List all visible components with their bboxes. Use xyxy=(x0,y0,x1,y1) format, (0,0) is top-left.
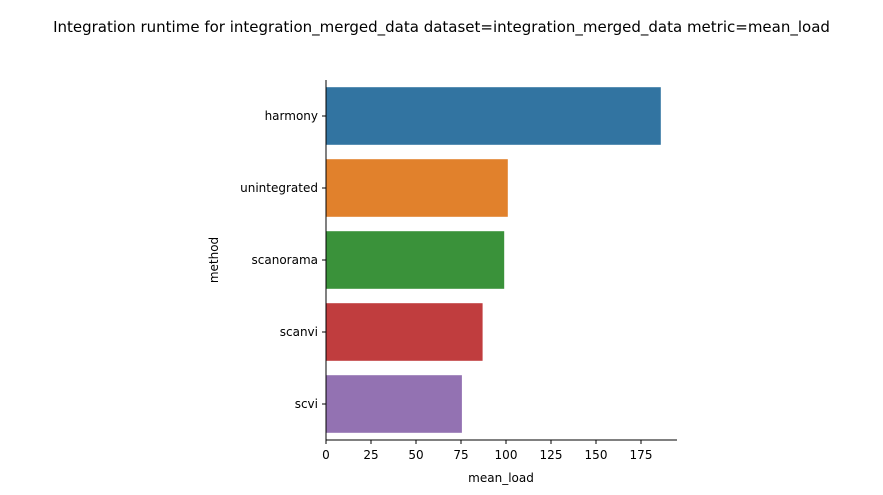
x-tick-label: 0 xyxy=(322,448,330,462)
y-axis-title: method xyxy=(207,237,221,283)
bar-harmony xyxy=(326,87,661,145)
x-tick-labels: 0 25 50 75 100 125 150 175 xyxy=(322,440,652,462)
y-tick-label: scanorama xyxy=(252,253,318,267)
x-tick-label: 150 xyxy=(585,448,608,462)
x-axis-title: mean_load xyxy=(468,471,534,485)
y-tick-labels: harmony unintegrated scanorama scanvi scvi xyxy=(240,109,326,411)
bars-group xyxy=(326,87,661,433)
bar-scvi xyxy=(326,375,462,433)
x-tick-label: 100 xyxy=(495,448,518,462)
y-tick-label: unintegrated xyxy=(240,181,318,195)
x-tick-label: 75 xyxy=(453,448,468,462)
x-tick-label: 50 xyxy=(408,448,423,462)
chart-title: Integration runtime for integration_merg… xyxy=(53,18,830,37)
bar-unintegrated xyxy=(326,159,508,217)
x-tick-label: 25 xyxy=(363,448,378,462)
y-tick-label: scanvi xyxy=(280,325,318,339)
y-tick-label: harmony xyxy=(265,109,318,123)
bar-scanorama xyxy=(326,231,505,289)
x-tick-label: 125 xyxy=(540,448,563,462)
x-tick-label: 175 xyxy=(630,448,653,462)
bar-scanvi xyxy=(326,303,483,361)
y-tick-label: scvi xyxy=(295,397,318,411)
